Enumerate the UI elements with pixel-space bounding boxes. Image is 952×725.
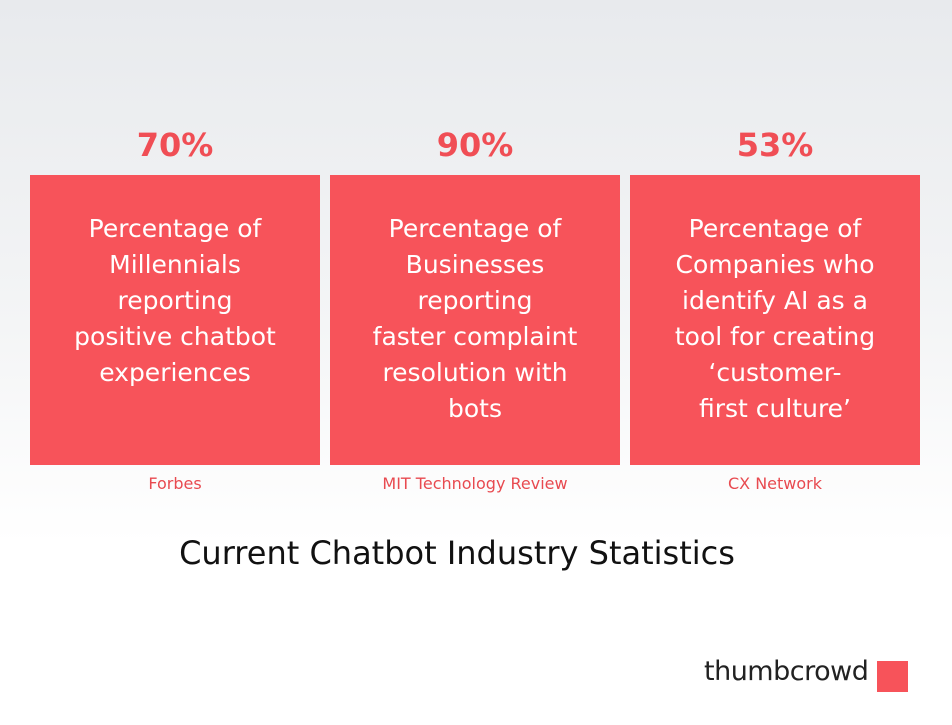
stat-value: 53% — [736, 126, 814, 164]
card-text: Millennials — [109, 250, 241, 279]
card-text: experiences — [99, 358, 251, 387]
card-text: Percentage of — [688, 214, 862, 243]
card-text: first culture’ — [698, 394, 852, 423]
card-text: Businesses — [405, 250, 545, 279]
card-text: reporting — [117, 286, 233, 315]
title: Current Chatbot Industry Statistics — [179, 534, 735, 572]
card-text: Percentage of — [388, 214, 562, 243]
card-text: bots — [448, 394, 502, 423]
stat-card: Percentage of Millennials reporting positiv… — [30, 175, 320, 465]
card-text: ‘customer- — [708, 358, 842, 387]
source: Forbes — [148, 474, 202, 493]
stat-value: 70% — [136, 126, 214, 164]
card-text: faster complaint — [372, 322, 578, 351]
card-text: positive chatbot — [74, 322, 276, 351]
source: CX Network — [727, 474, 823, 493]
stat-value: 90% — [436, 126, 514, 164]
stat-card: Percentage of Businesses reporting faster c… — [330, 175, 620, 465]
card-text: Percentage of — [88, 214, 262, 243]
card-text: reporting — [417, 286, 533, 315]
card-text: tool for creating — [674, 322, 876, 351]
stat-card: Percentage of Companies who identify AI as… — [630, 175, 920, 465]
brand-icon — [877, 661, 908, 692]
brand: thumbcrowd — [704, 656, 869, 687]
card-text: Companies who — [675, 250, 875, 279]
card-text: identify AI as a — [682, 286, 868, 315]
source: MIT Technology Review — [382, 474, 568, 493]
card-text: resolution with — [382, 358, 568, 387]
